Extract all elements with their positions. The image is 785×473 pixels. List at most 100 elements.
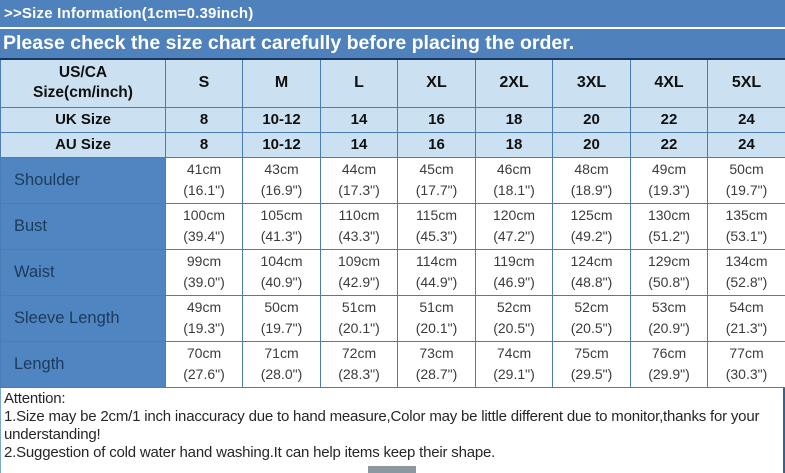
measure-cm-value: 105cm (260, 207, 303, 223)
measure-inch-value: (28.7") (415, 366, 458, 382)
measure-inch-value: (39.4") (183, 228, 225, 244)
column-header-m: M (242, 58, 321, 108)
row-label: AU Size (0, 131, 166, 158)
attention-note-1: 1.Size may be 2cm/1 inch inaccuracy due … (4, 408, 760, 443)
measure-inch-value: (51.2") (648, 228, 690, 244)
table-row: Length 70cm (27.6") 71cm (28.0") 72cm (28.3") 7… (0, 340, 785, 388)
measure-cell: 129cm (50.8") (630, 248, 708, 296)
measure-cell: 104cm (40.9") (242, 248, 321, 296)
measure-cell: 53cm (20.9") (630, 294, 708, 342)
measure-cm-value: 77cm (729, 345, 764, 361)
measure-cm-value: 50cm (264, 299, 299, 315)
measure-cell: 100cm (39.4") (165, 202, 243, 250)
size-cell: 14 (320, 131, 398, 158)
measure-cell: 46cm (18.1") (475, 156, 553, 204)
measure-cm-value: 125cm (570, 207, 613, 223)
row-label: Shoulder (0, 156, 166, 204)
row-label: Sleeve Length (0, 294, 166, 342)
measure-inch-value: (40.9") (260, 274, 303, 290)
measure-cm-value: 129cm (647, 253, 691, 269)
size-cell: 24 (707, 106, 785, 133)
measure-cm-value: 99cm (186, 253, 222, 269)
measure-cell: 115cm (45.3") (397, 202, 476, 250)
measure-cell: 71cm (28.0") (242, 340, 321, 388)
measure-cm-value: 74cm (496, 345, 532, 361)
corner-header: US/CA Size(cm/inch) (0, 58, 166, 108)
measure-cm-value: 114cm (416, 253, 457, 269)
table-row: Bust 100cm (39.4") 105cm (41.3") 110cm (43.3")… (0, 202, 785, 250)
size-cell: 22 (630, 131, 708, 158)
column-header-2xl: 2XL (475, 58, 553, 108)
measure-inch-value: (19.7") (260, 320, 303, 336)
measure-cm-value: 71cm (264, 345, 299, 361)
measure-cm-value: 49cm (186, 299, 222, 315)
measure-cell: 77cm (30.3") (707, 340, 785, 388)
measure-inch-value: (28.0") (260, 366, 303, 382)
page-title: >>Size Information(1cm=0.39inch) (4, 5, 254, 22)
size-cell: 8 (165, 106, 243, 133)
measure-inch-value: (19.7") (725, 182, 768, 198)
row-label: Bust (0, 202, 166, 250)
size-cell: 10-12 (242, 106, 321, 133)
measure-cm-value: 43cm (264, 161, 299, 177)
header-divider (0, 27, 785, 29)
size-cell: 16 (397, 106, 476, 133)
column-header-s: S (165, 58, 243, 108)
horizontal-scrollbar-thumb[interactable] (368, 466, 416, 473)
measure-inch-value: (20.1") (415, 320, 458, 336)
size-cell: 22 (630, 106, 708, 133)
measure-cm-value: 52cm (574, 299, 609, 315)
measure-cm-value: 53cm (651, 299, 687, 315)
measure-cell: 114cm (44.9") (397, 248, 476, 296)
measure-cm-value: 49cm (651, 161, 687, 177)
measure-inch-value: (27.6") (183, 366, 225, 382)
measure-cm-value: 51cm (419, 299, 454, 315)
size-chart-table: US/CA Size(cm/inch) S M L XL 2XL 3XL 4XL 5XL UK S… (0, 58, 785, 388)
measure-cm-value: 73cm (419, 345, 454, 361)
measure-cm-value: 135cm (725, 207, 768, 223)
measure-cell: 130cm (51.2") (630, 202, 708, 250)
measure-inch-value: (39.0") (183, 274, 225, 290)
measure-cell: 70cm (27.6") (165, 340, 243, 388)
measure-cm-value: 70cm (186, 345, 222, 361)
size-cell: 20 (552, 131, 631, 158)
measure-inch-value: (29.9") (648, 366, 690, 382)
size-cell: 18 (475, 131, 553, 158)
measure-cm-value: 75cm (574, 345, 609, 361)
measure-cell: 54cm (21.3") (707, 294, 785, 342)
measure-cell: 134cm (52.8") (707, 248, 785, 296)
measure-cm-value: 100cm (182, 207, 226, 223)
measure-cell: 73cm (28.7") (397, 340, 476, 388)
measure-cell: 99cm (39.0") (165, 248, 243, 296)
table-row: UK Size 8 10-12 14 16 18 20 22 24 (0, 106, 785, 133)
measure-cell: 41cm (16.1") (165, 156, 243, 204)
table-header-row: US/CA Size(cm/inch) S M L XL 2XL 3XL 4XL 5XL (0, 58, 785, 108)
measure-inch-value: (52.8") (725, 274, 768, 290)
measure-cm-value: 119cm (493, 253, 535, 269)
measure-inch-value: (21.3") (725, 320, 768, 336)
measure-cell: 109cm (42.9") (320, 248, 398, 296)
measure-inch-value: (42.9") (338, 274, 380, 290)
measure-cm-value: 48cm (574, 161, 609, 177)
measure-inch-value: (20.5") (570, 320, 613, 336)
size-cell: 8 (165, 131, 243, 158)
measure-cm-value: 115cm (416, 207, 457, 223)
measure-inch-value: (18.1") (493, 182, 535, 198)
measure-inch-value: (41.3") (260, 228, 303, 244)
measure-inch-value: (48.8") (570, 274, 613, 290)
measure-cm-value: 110cm (338, 207, 380, 223)
measure-inch-value: (30.3") (725, 366, 768, 382)
measure-cell: 125cm (49.2") (552, 202, 631, 250)
measure-inch-value: (50.8") (648, 274, 690, 290)
row-label: Length (0, 340, 166, 388)
measure-cell: 49cm (19.3") (630, 156, 708, 204)
measure-cm-value: 124cm (570, 253, 613, 269)
measure-cell: 75cm (29.5") (552, 340, 631, 388)
attention-section: Attention: 1.Size may be 2cm/1 inch inac… (0, 387, 785, 473)
measure-cell: 72cm (28.3") (320, 340, 398, 388)
size-cell: 16 (397, 131, 476, 158)
measure-inch-value: (16.9") (260, 182, 303, 198)
size-cell: 14 (320, 106, 398, 133)
measure-cm-value: 134cm (725, 253, 768, 269)
